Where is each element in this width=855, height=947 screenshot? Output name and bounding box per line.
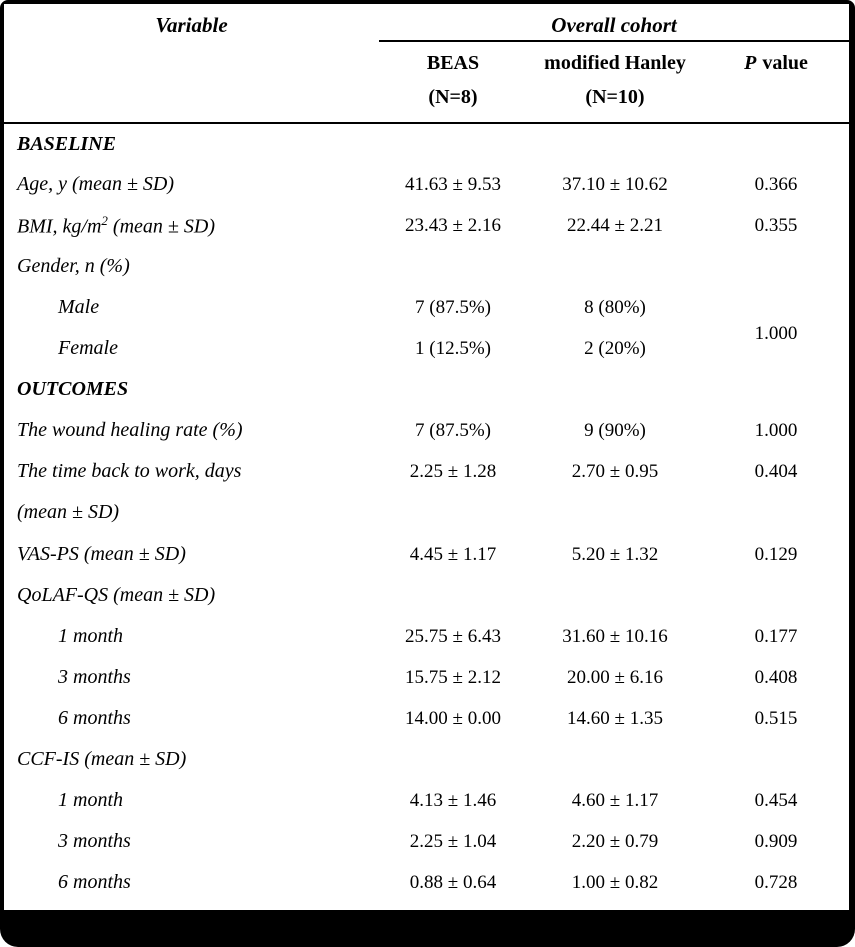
table-row-vas-ps: VAS-PS (mean ± SD) 4.45 ± 1.17 5.20 ± 1.…	[4, 534, 849, 575]
cell-p-value: 0.355	[754, 214, 798, 236]
bmi-label-pre: BMI, kg/m	[17, 215, 102, 238]
row-label: 3 months	[58, 666, 131, 688]
row-label: CCF-IS (mean ± SD)	[17, 748, 187, 770]
row-label: 3 months	[58, 830, 131, 852]
section-label: BASELINE	[17, 132, 116, 155]
row-label: 6 months	[58, 871, 131, 893]
row-label-line1: The time back to work, days	[17, 460, 242, 482]
cell-beas: 7 (87.5%)	[415, 296, 491, 318]
header-row-top: Variable Overall cohort	[4, 4, 849, 124]
row-label: 1 month	[58, 625, 123, 647]
cell-hanley: 37.10 ± 10.62	[562, 173, 668, 195]
table-row-male: Male 7 (87.5%) 8 (80%) 1.000	[4, 287, 849, 344]
table-row-ccf-3-months: 3 months 2.25 ± 1.04 2.20 ± 0.79 0.909	[4, 821, 849, 862]
row-label: Gender, n (%)	[17, 255, 130, 277]
column-n-empty	[703, 84, 849, 124]
column-n-beas: (N=8)	[379, 84, 527, 124]
row-label: The wound healing rate (%)	[17, 419, 243, 441]
p-value-italic-p: P	[744, 51, 757, 74]
cell-hanley: 2.70 ± 0.95	[571, 461, 659, 482]
cell-hanley: 8 (80%)	[584, 296, 646, 318]
section-row-baseline: BASELINE	[4, 123, 849, 164]
cell-hanley: 22.44 ± 2.21	[567, 214, 663, 236]
table-row-bmi: BMI, kg/m2 (mean ± SD) 23.43 ± 2.16 22.4…	[4, 205, 849, 246]
cell-beas: 0.88 ± 0.64	[409, 871, 497, 893]
row-label: BMI, kg/m2 (mean ± SD)	[4, 205, 379, 246]
row-label: Female	[58, 337, 118, 359]
row-label: QoLAF-QS (mean ± SD)	[17, 584, 216, 606]
cell-hanley: 31.60 ± 10.16	[562, 625, 668, 647]
row-label: 6 months	[58, 707, 131, 729]
cell-beas: 15.75 ± 2.12	[405, 666, 501, 688]
row-label: The time back to work, days (mean ± SD)	[4, 451, 379, 534]
section-label: OUTCOMES	[17, 378, 129, 400]
row-label: Male	[58, 296, 100, 318]
cell-p-value: 0.404	[754, 461, 798, 482]
cell-hanley: 4.60 ± 1.17	[571, 789, 659, 811]
cell-hanley: 20.00 ± 6.16	[567, 666, 663, 688]
table-row-age: Age, y (mean ± SD) 41.63 ± 9.53 37.10 ± …	[4, 164, 849, 205]
header-row-n: (N=8) (N=10)	[4, 84, 849, 124]
row-label: 1 month	[58, 789, 123, 811]
cell-hanley: 9 (90%)	[584, 419, 646, 441]
cell-hanley: 5.20 ± 1.32	[571, 543, 659, 565]
bmi-superscript: 2	[101, 212, 108, 228]
cell-beas: 4.13 ± 1.46	[409, 789, 497, 811]
table-row-ccf-1-month: 1 month 4.13 ± 1.46 4.60 ± 1.17 0.454	[4, 780, 849, 821]
column-header-beas: BEAS	[426, 51, 480, 74]
column-header-variable: Variable	[4, 4, 379, 124]
cell-hanley: 14.60 ± 1.35	[567, 707, 663, 729]
row-label: Age, y (mean ± SD)	[17, 173, 175, 195]
cell-beas: 2.25 ± 1.28	[409, 461, 497, 482]
table-row-qolaf-1-month: 1 month 25.75 ± 6.43 31.60 ± 10.16 0.177	[4, 616, 849, 657]
table-row-qolaf-qs: QoLAF-QS (mean ± SD)	[4, 575, 849, 616]
column-header-modified-hanley: modified Hanley	[544, 51, 686, 74]
cell-hanley: 2 (20%)	[584, 337, 646, 359]
cell-beas: 41.63 ± 9.53	[405, 173, 501, 195]
table-sheet: Variable Overall cohort BEAS modified Ha…	[4, 4, 849, 910]
cell-p-value-gender: 1.000	[754, 323, 798, 344]
cell-beas: 23.43 ± 2.16	[405, 214, 501, 236]
row-label-line2: (mean ± SD)	[17, 501, 120, 523]
comparison-table: Variable Overall cohort BEAS modified Ha…	[4, 4, 849, 903]
cell-p-value: 0.454	[754, 789, 798, 811]
cell-p-value: 0.129	[754, 543, 798, 565]
table-row-wound-healing: The wound healing rate (%) 7 (87.5%) 9 (…	[4, 410, 849, 451]
cell-beas: 4.45 ± 1.17	[409, 543, 497, 565]
cell-p-value: 0.408	[754, 666, 798, 688]
table-row-qolaf-6-months: 6 months 14.00 ± 0.00 14.60 ± 1.35 0.515	[4, 698, 849, 739]
p-value-rest: value	[762, 51, 808, 74]
row-label: VAS-PS (mean ± SD)	[17, 543, 186, 565]
cell-p-value: 0.515	[754, 707, 798, 729]
column-n-hanley: (N=10)	[527, 84, 703, 124]
cell-beas: 1 (12.5%)	[415, 337, 491, 359]
cell-beas: 25.75 ± 6.43	[405, 625, 501, 647]
table-header: Variable Overall cohort BEAS modified Ha…	[4, 4, 849, 124]
table-row-ccf-6-months: 6 months 0.88 ± 0.64 1.00 ± 0.82 0.728	[4, 862, 849, 903]
cell-hanley: 1.00 ± 0.82	[571, 871, 659, 893]
table-row-time-back-to-work: The time back to work, days (mean ± SD) …	[4, 451, 849, 534]
cell-beas: 7 (87.5%)	[415, 419, 491, 441]
cell-hanley: 2.20 ± 0.79	[571, 830, 659, 852]
table-row-gender: Gender, n (%)	[4, 246, 849, 287]
cell-beas: 2.25 ± 1.04	[409, 830, 497, 852]
cell-p-value: 0.728	[754, 871, 798, 893]
section-row-outcomes: OUTCOMES	[4, 369, 849, 410]
cell-p-value: 0.177	[754, 625, 798, 647]
cell-beas: 14.00 ± 0.00	[405, 707, 501, 729]
table-row-qolaf-3-months: 3 months 15.75 ± 2.12 20.00 ± 6.16 0.408	[4, 657, 849, 698]
cell-p-value: 1.000	[754, 419, 798, 441]
cell-p-value: 0.366	[754, 173, 798, 195]
bmi-label-post: (mean ± SD)	[107, 215, 215, 238]
table-row-ccf-is: CCF-IS (mean ± SD)	[4, 739, 849, 780]
column-header-overall-cohort: Overall cohort	[379, 4, 849, 42]
cell-p-value: 0.909	[754, 830, 798, 852]
table-row-female: Female 1 (12.5%) 2 (20%)	[4, 328, 849, 369]
table-body: BASELINE Age, y (mean ± SD) 41.63 ± 9.53…	[4, 123, 849, 903]
